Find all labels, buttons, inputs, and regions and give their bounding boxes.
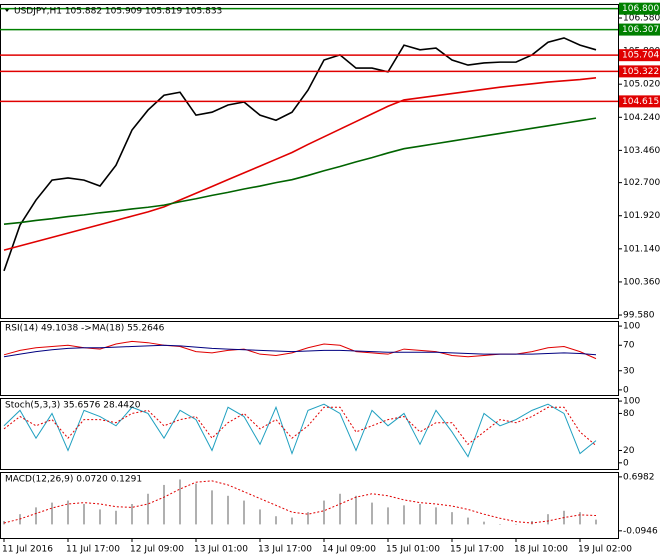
- histogram-bar: [243, 500, 245, 525]
- histogram-bar: [515, 524, 517, 525]
- level-label-box: [619, 23, 660, 36]
- level-label-box: [619, 95, 660, 108]
- panel-title: MACD(12,26,9) 0.0720 0.1291: [5, 475, 142, 485]
- panel-title: Stoch(5,3,3) 35.6576 28.4420: [5, 401, 141, 411]
- histogram-bar: [67, 500, 69, 525]
- histogram-bar: [307, 512, 309, 525]
- histogram-bar: [259, 509, 261, 525]
- series-line: [3, 480, 597, 524]
- y-tick-label: 20: [623, 446, 635, 456]
- histogram-bar: [115, 510, 117, 525]
- level-label: 106.307: [622, 25, 659, 35]
- series-line: [3, 117, 597, 226]
- x-tick-label: 18 Jul 10:00: [514, 545, 568, 555]
- y-tick-label: 70: [623, 341, 635, 351]
- histogram-bar: [355, 495, 357, 525]
- histogram-bar: [99, 509, 101, 525]
- y-tick-label: 103.460: [623, 146, 660, 156]
- y-tick-label: 100: [623, 322, 640, 332]
- x-tick-label: 12 Jul 09:00: [130, 545, 184, 555]
- histogram-bar: [403, 505, 405, 525]
- histogram-bar: [147, 493, 149, 525]
- y-tick-label: 105.020: [623, 80, 660, 90]
- x-tick-label: 11 Jul 17:00: [66, 545, 120, 555]
- y-tick-label: 100: [623, 397, 640, 407]
- x-tick-label: 19 Jul 02:00: [578, 545, 632, 555]
- level-label-box: [619, 2, 660, 15]
- x-tick-label: 14 Jul 09:00: [322, 545, 376, 555]
- histogram-bar: [163, 484, 165, 525]
- histogram-bar: [435, 507, 437, 525]
- x-tick-label: 13 Jul 01:00: [194, 545, 248, 555]
- panel-frame: [0, 4, 619, 319]
- y-tick-label: 102.700: [623, 178, 660, 188]
- series-line: [3, 403, 597, 458]
- y-tick-label: 0.6982: [623, 472, 655, 482]
- y-tick-label: 101.920: [623, 211, 660, 221]
- series-line: [3, 406, 597, 446]
- histogram-bar: [211, 490, 213, 525]
- histogram-bar: [483, 521, 485, 525]
- histogram-bar: [291, 517, 293, 525]
- panel-frame: [0, 398, 619, 470]
- panel-frame: [0, 472, 619, 539]
- histogram-bar: [467, 517, 469, 525]
- x-tick-label: 13 Jul 17:00: [258, 545, 312, 555]
- x-tick-label: 15 Jul 01:00: [386, 545, 440, 555]
- histogram-bar: [131, 503, 133, 525]
- y-tick-label: 0: [623, 385, 629, 395]
- y-tick-label: 104.240: [623, 113, 660, 123]
- y-tick-label: 80: [623, 409, 635, 419]
- y-tick-label: 101.140: [623, 244, 660, 254]
- histogram-bar: [419, 503, 421, 525]
- level-label: 106.800: [622, 4, 659, 14]
- histogram-bar: [451, 512, 453, 525]
- level-label-box: [619, 49, 660, 62]
- histogram-bar: [323, 500, 325, 525]
- histogram-bar: [35, 507, 37, 525]
- y-tick-label: 100.360: [623, 277, 660, 287]
- level-label: 105.322: [622, 67, 659, 77]
- x-tick-label: 15 Jul 17:00: [450, 545, 504, 555]
- series-line: [3, 344, 597, 358]
- x-tick-label: 11 Jul 2016: [2, 545, 53, 555]
- level-label: 104.615: [622, 97, 659, 107]
- y-tick-label: 99.580: [623, 311, 655, 321]
- histogram-bar: [275, 516, 277, 525]
- y-tick-label: -0.0946: [623, 526, 658, 536]
- panel-frame: [0, 321, 619, 396]
- histogram-bar: [371, 502, 373, 525]
- histogram-bar: [579, 512, 581, 525]
- y-tick-label: 106.580: [623, 14, 660, 24]
- histogram-bar: [595, 519, 597, 525]
- level-label: 105.704: [622, 51, 659, 61]
- level-label-box: [619, 65, 660, 78]
- histogram-bar: [179, 479, 181, 525]
- histogram-bar: [83, 503, 85, 525]
- panel-title: USDJPY,H1 105.882 105.909 105.819 105.83…: [14, 7, 222, 17]
- histogram-bar: [195, 483, 197, 525]
- panel-title: RSI(14) 49.1038 ->MA(18) 55.2646: [5, 324, 165, 334]
- y-tick-label: 30: [623, 366, 635, 376]
- histogram-bar: [387, 507, 389, 525]
- histogram-bar: [499, 524, 501, 525]
- histogram-bar: [227, 495, 229, 525]
- y-tick-label: 0: [623, 458, 629, 468]
- series-line: [3, 77, 597, 251]
- histogram-bar: [547, 514, 549, 525]
- histogram-bar: [51, 502, 53, 525]
- histogram-bar: [339, 493, 341, 525]
